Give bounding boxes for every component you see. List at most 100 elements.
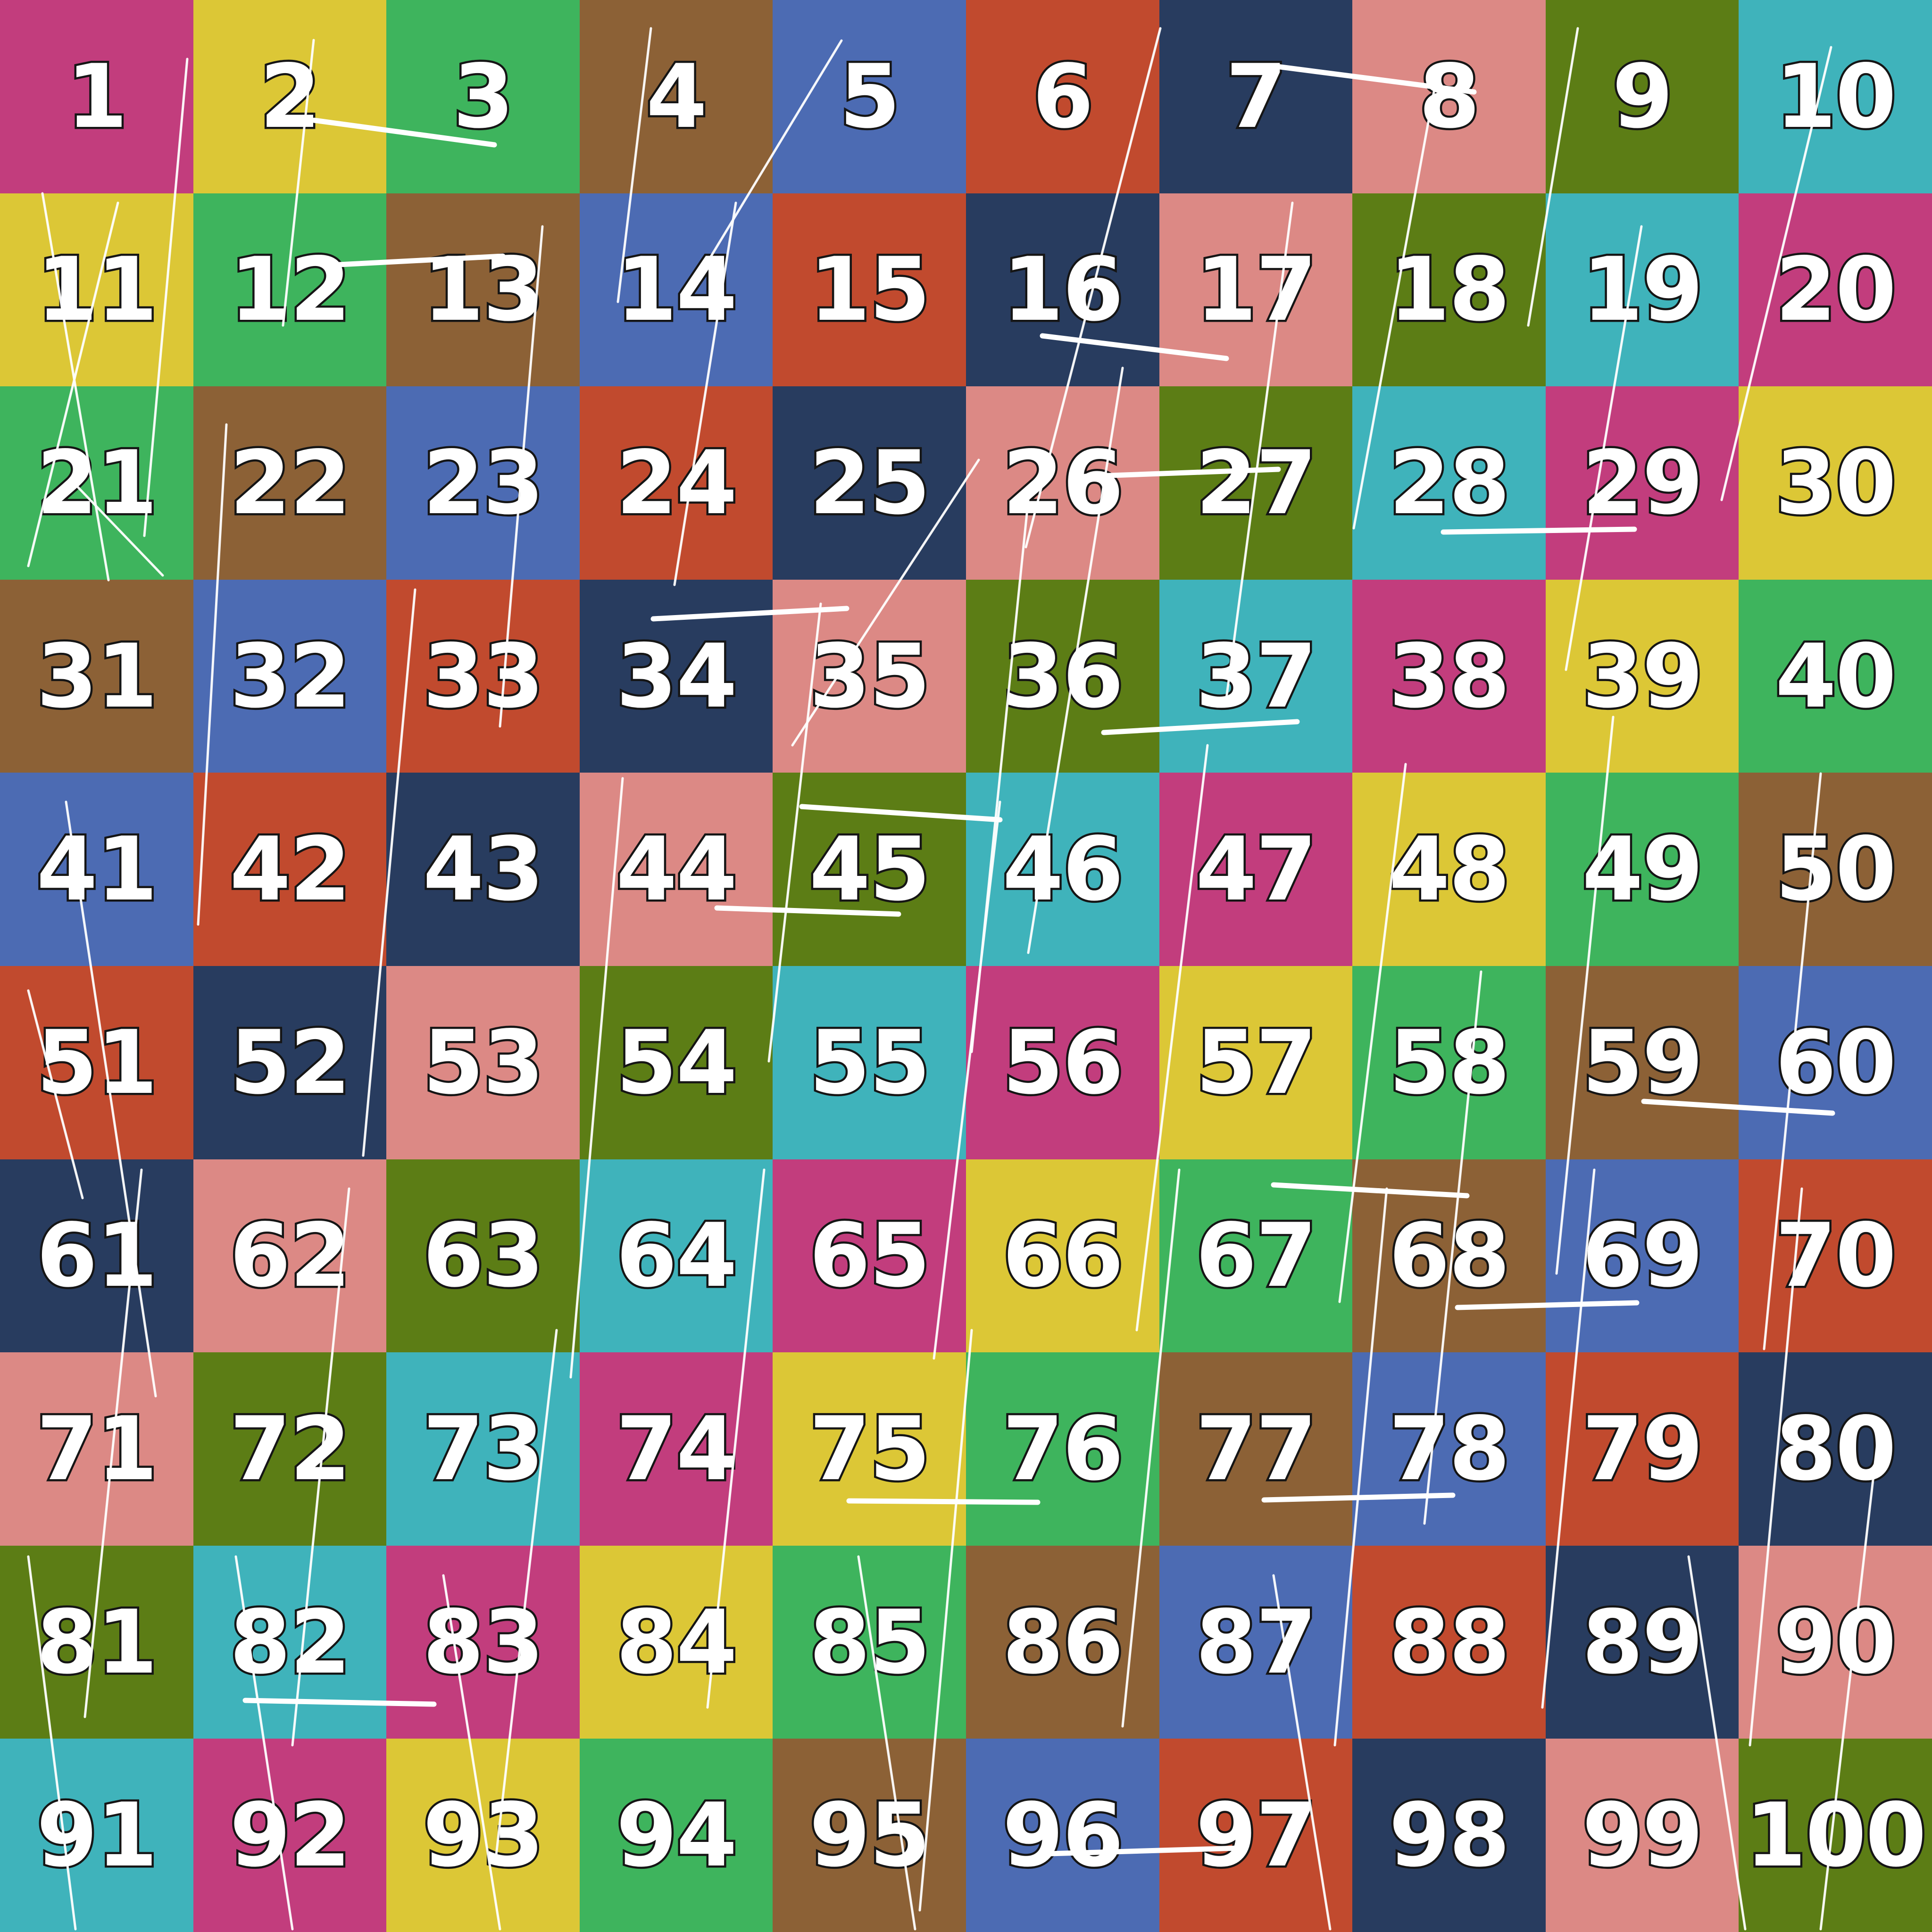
grid-cell-7[interactable]: 7 <box>1159 0 1353 193</box>
grid-cell-80[interactable]: 80 <box>1739 1352 1932 1546</box>
grid-cell-60[interactable]: 60 <box>1739 966 1932 1159</box>
grid-cell-83[interactable]: 83 <box>386 1545 580 1739</box>
grid-cell-99[interactable]: 99 <box>1545 1739 1739 1932</box>
grid-cell-42[interactable]: 42 <box>193 773 387 966</box>
grid-cell-73[interactable]: 73 <box>386 1352 580 1546</box>
grid-cell-74[interactable]: 74 <box>579 1352 773 1546</box>
grid-cell-57[interactable]: 57 <box>1159 966 1353 1159</box>
grid-cell-84[interactable]: 84 <box>579 1545 773 1739</box>
grid-cell-9[interactable]: 9 <box>1545 0 1739 193</box>
grid-cell-31[interactable]: 31 <box>0 579 193 773</box>
grid-cell-61[interactable]: 61 <box>0 1159 193 1353</box>
grid-cell-45[interactable]: 45 <box>773 773 966 966</box>
grid-cell-8[interactable]: 8 <box>1352 0 1546 193</box>
grid-cell-54[interactable]: 54 <box>579 966 773 1159</box>
grid-cell-41[interactable]: 41 <box>0 773 193 966</box>
grid-cell-68[interactable]: 68 <box>1352 1159 1546 1353</box>
grid-cell-20[interactable]: 20 <box>1739 193 1932 387</box>
grid-cell-17[interactable]: 17 <box>1159 193 1353 387</box>
grid-cell-38[interactable]: 38 <box>1352 579 1546 773</box>
grid-cell-65[interactable]: 65 <box>773 1159 966 1353</box>
grid-cell-15[interactable]: 15 <box>773 193 966 387</box>
grid-cell-25[interactable]: 25 <box>773 386 966 580</box>
grid-cell-16[interactable]: 16 <box>966 193 1159 387</box>
grid-cell-27[interactable]: 27 <box>1159 386 1353 580</box>
grid-cell-2[interactable]: 2 <box>193 0 387 193</box>
grid-cell-10[interactable]: 10 <box>1739 0 1932 193</box>
grid-cell-28[interactable]: 28 <box>1352 386 1546 580</box>
grid-cell-3[interactable]: 3 <box>386 0 580 193</box>
grid-cell-1[interactable]: 1 <box>0 0 193 193</box>
grid-cell-18[interactable]: 18 <box>1352 193 1546 387</box>
grid-cell-93[interactable]: 93 <box>386 1739 580 1932</box>
grid-cell-5[interactable]: 5 <box>773 0 966 193</box>
grid-cell-49[interactable]: 49 <box>1545 773 1739 966</box>
grid-cell-98[interactable]: 98 <box>1352 1739 1546 1932</box>
grid-cell-12[interactable]: 12 <box>193 193 387 387</box>
grid-cell-69[interactable]: 69 <box>1545 1159 1739 1353</box>
grid-cell-14[interactable]: 14 <box>579 193 773 387</box>
grid-cell-81[interactable]: 81 <box>0 1545 193 1739</box>
grid-cell-4[interactable]: 4 <box>579 0 773 193</box>
grid-cell-36[interactable]: 36 <box>966 579 1159 773</box>
grid-cell-13[interactable]: 13 <box>386 193 580 387</box>
grid-cell-79[interactable]: 79 <box>1545 1352 1739 1546</box>
grid-cell-44[interactable]: 44 <box>579 773 773 966</box>
grid-cell-34[interactable]: 34 <box>579 579 773 773</box>
grid-cell-85[interactable]: 85 <box>773 1545 966 1739</box>
grid-cell-46[interactable]: 46 <box>966 773 1159 966</box>
grid-cell-90[interactable]: 90 <box>1739 1545 1932 1739</box>
grid-cell-72[interactable]: 72 <box>193 1352 387 1546</box>
grid-cell-95[interactable]: 95 <box>773 1739 966 1932</box>
grid-cell-64[interactable]: 64 <box>579 1159 773 1353</box>
grid-cell-22[interactable]: 22 <box>193 386 387 580</box>
grid-cell-97[interactable]: 97 <box>1159 1739 1353 1932</box>
grid-cell-47[interactable]: 47 <box>1159 773 1353 966</box>
grid-cell-59[interactable]: 59 <box>1545 966 1739 1159</box>
grid-cell-37[interactable]: 37 <box>1159 579 1353 773</box>
grid-cell-91[interactable]: 91 <box>0 1739 193 1932</box>
grid-cell-39[interactable]: 39 <box>1545 579 1739 773</box>
grid-cell-55[interactable]: 55 <box>773 966 966 1159</box>
grid-cell-62[interactable]: 62 <box>193 1159 387 1353</box>
grid-cell-51[interactable]: 51 <box>0 966 193 1159</box>
grid-cell-40[interactable]: 40 <box>1739 579 1932 773</box>
grid-cell-67[interactable]: 67 <box>1159 1159 1353 1353</box>
grid-cell-87[interactable]: 87 <box>1159 1545 1353 1739</box>
grid-cell-19[interactable]: 19 <box>1545 193 1739 387</box>
grid-cell-29[interactable]: 29 <box>1545 386 1739 580</box>
grid-cell-23[interactable]: 23 <box>386 386 580 580</box>
grid-cell-82[interactable]: 82 <box>193 1545 387 1739</box>
grid-cell-94[interactable]: 94 <box>579 1739 773 1932</box>
grid-cell-53[interactable]: 53 <box>386 966 580 1159</box>
grid-cell-89[interactable]: 89 <box>1545 1545 1739 1739</box>
grid-cell-70[interactable]: 70 <box>1739 1159 1932 1353</box>
grid-cell-35[interactable]: 35 <box>773 579 966 773</box>
grid-cell-86[interactable]: 86 <box>966 1545 1159 1739</box>
grid-cell-24[interactable]: 24 <box>579 386 773 580</box>
grid-cell-77[interactable]: 77 <box>1159 1352 1353 1546</box>
grid-cell-11[interactable]: 11 <box>0 193 193 387</box>
grid-cell-71[interactable]: 71 <box>0 1352 193 1546</box>
grid-cell-78[interactable]: 78 <box>1352 1352 1546 1546</box>
grid-cell-26[interactable]: 26 <box>966 386 1159 580</box>
grid-cell-100[interactable]: 100 <box>1739 1739 1932 1932</box>
grid-cell-96[interactable]: 96 <box>966 1739 1159 1932</box>
grid-cell-33[interactable]: 33 <box>386 579 580 773</box>
grid-cell-30[interactable]: 30 <box>1739 386 1932 580</box>
grid-cell-43[interactable]: 43 <box>386 773 580 966</box>
grid-cell-58[interactable]: 58 <box>1352 966 1546 1159</box>
grid-cell-63[interactable]: 63 <box>386 1159 580 1353</box>
grid-cell-50[interactable]: 50 <box>1739 773 1932 966</box>
grid-cell-66[interactable]: 66 <box>966 1159 1159 1353</box>
grid-cell-48[interactable]: 48 <box>1352 773 1546 966</box>
grid-cell-32[interactable]: 32 <box>193 579 387 773</box>
grid-cell-52[interactable]: 52 <box>193 966 387 1159</box>
grid-cell-6[interactable]: 6 <box>966 0 1159 193</box>
grid-cell-92[interactable]: 92 <box>193 1739 387 1932</box>
grid-cell-76[interactable]: 76 <box>966 1352 1159 1546</box>
grid-cell-21[interactable]: 21 <box>0 386 193 580</box>
grid-cell-88[interactable]: 88 <box>1352 1545 1546 1739</box>
grid-cell-75[interactable]: 75 <box>773 1352 966 1546</box>
grid-cell-56[interactable]: 56 <box>966 966 1159 1159</box>
